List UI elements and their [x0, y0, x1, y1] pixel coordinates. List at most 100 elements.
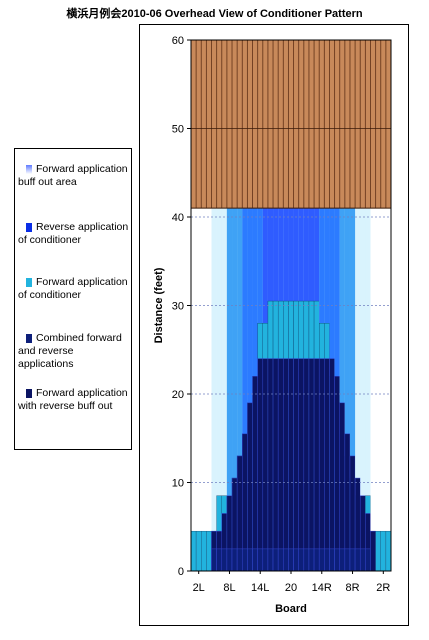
- reverse-buff-cell: [272, 358, 279, 572]
- combined-application-cell: [303, 548, 310, 572]
- x-tick-label: 8R: [346, 582, 360, 594]
- y-tick-label: 50: [172, 124, 184, 136]
- buff-out-cell: [221, 208, 228, 571]
- buff-out-cell: [370, 208, 376, 571]
- reverse-buff-cell: [288, 358, 294, 572]
- legend-item-forward: Forward application of conditioner: [18, 276, 130, 302]
- legend-label: Forward application buff out area: [18, 163, 128, 188]
- reverse-application-cell: [339, 208, 346, 571]
- forward-application-cell: [201, 530, 207, 572]
- combined-application-cell: [231, 548, 238, 572]
- y-axis-title: Distance (feet): [153, 267, 165, 343]
- reverse-application-cell: [344, 208, 351, 571]
- combined-application-cell: [262, 548, 269, 572]
- reverse-application-cell: [349, 208, 356, 571]
- combined-application-cell: [236, 548, 243, 572]
- combined-application-cell: [313, 548, 320, 572]
- y-tick-label: 60: [172, 35, 184, 47]
- legend-label: Forward application with reverse buff ou…: [18, 387, 128, 412]
- combined-application-cell: [257, 548, 264, 572]
- combined-application-cell: [298, 548, 305, 572]
- buff-out-cell: [375, 208, 382, 571]
- chart-area: [139, 24, 409, 626]
- combined-application-cell: [293, 548, 299, 572]
- legend-label: Combined forward and reverse application…: [18, 332, 122, 370]
- reverse-buff-cell: [308, 358, 315, 572]
- legend: Forward application buff out area Revers…: [14, 148, 132, 450]
- reverse-application-cell: [247, 208, 253, 571]
- legend-item-buff-out: Forward application buff out area: [18, 163, 130, 189]
- combined-application-cell: [349, 548, 356, 572]
- reverse-buff-cell: [334, 376, 340, 572]
- x-tick-label: 14L: [251, 582, 269, 594]
- legend-swatch: [26, 165, 32, 174]
- reverse-buff-cell: [247, 402, 253, 572]
- reverse-buff-cell: [277, 358, 284, 572]
- reverse-application-cell: [237, 208, 243, 571]
- legend-swatch: [26, 278, 32, 287]
- y-tick-label: 40: [172, 212, 184, 224]
- buff-out-cell: [201, 208, 207, 571]
- combined-application-cell: [267, 548, 274, 572]
- combined-application-cell: [359, 548, 366, 572]
- reverse-buff-cell: [293, 358, 299, 572]
- reverse-buff-cell: [318, 358, 325, 572]
- combined-application-cell: [329, 548, 335, 572]
- legend-item-reverse: Reverse application of conditioner: [18, 221, 130, 247]
- reverse-buff-cell: [329, 358, 335, 572]
- legend-item-reverse-buff: Forward application with reverse buff ou…: [18, 387, 130, 413]
- combined-application-cell: [216, 548, 223, 572]
- reverse-application-cell: [226, 208, 233, 571]
- reverse-buff-cell: [339, 402, 346, 572]
- combined-application-cell: [242, 548, 248, 572]
- buff-out-cell: [191, 208, 197, 571]
- buff-out-cell: [211, 208, 217, 571]
- chart-title: 横浜月例会2010-06 Overhead View of Conditione…: [66, 8, 363, 20]
- y-tick-label: 30: [172, 301, 184, 313]
- forward-application-cell: [206, 530, 212, 572]
- buff-out-cell: [206, 208, 212, 571]
- combined-application-cell: [247, 548, 253, 572]
- reverse-buff-cell: [252, 376, 258, 572]
- buff-out-cell: [355, 208, 361, 571]
- combined-application-cell: [344, 548, 351, 572]
- oil-free-region: [191, 40, 391, 209]
- reverse-buff-cell: [313, 358, 320, 572]
- combined-application-cell: [226, 548, 233, 572]
- y-tick-label: 10: [172, 478, 184, 490]
- buff-out-cell: [196, 208, 202, 571]
- combined-application-cell: [283, 548, 289, 572]
- chart-axes: 0 10 20 30 40 50 60 2L 8L 14L 20 14R 8R 2R Board Distan…: [153, 35, 392, 615]
- combined-application-cell: [354, 548, 361, 572]
- legend-swatch: [26, 223, 32, 232]
- x-tick-label: 20: [285, 582, 297, 594]
- x-axis-title: Board: [275, 603, 307, 615]
- buff-out-cell: [380, 208, 387, 571]
- combined-application-cell: [272, 548, 279, 572]
- x-tick-label: 2L: [193, 582, 205, 594]
- y-tick-label: 0: [178, 566, 184, 578]
- combined-application-cell: [211, 548, 217, 572]
- buff-out-cell: [365, 208, 371, 571]
- buff-out-cell: [216, 208, 223, 571]
- reverse-buff-cell: [298, 358, 305, 572]
- reverse-application-cell: [242, 208, 248, 571]
- combined-application-cell: [288, 548, 294, 572]
- reverse-buff-cell: [267, 358, 274, 572]
- x-tick-label: 14R: [312, 582, 332, 594]
- combined-application-cell: [277, 548, 284, 572]
- combined-application-cell: [339, 548, 346, 572]
- forward-application-cell: [190, 530, 197, 572]
- reverse-buff-cell: [262, 358, 269, 572]
- buff-out-cell: [360, 208, 366, 571]
- combined-application-cell: [252, 548, 258, 572]
- legend-label: Reverse application of conditioner: [18, 221, 129, 246]
- y-tick-label: 20: [172, 389, 184, 401]
- combined-application-cell: [365, 548, 371, 572]
- reverse-buff-cell: [257, 358, 264, 572]
- combined-application-cell: [334, 548, 340, 572]
- legend-label: Forward application of conditioner: [18, 276, 128, 301]
- legend-item-combined: Combined forward and reverse application…: [18, 332, 130, 371]
- x-tick-label: 8L: [223, 582, 235, 594]
- forward-application-cell: [195, 530, 202, 572]
